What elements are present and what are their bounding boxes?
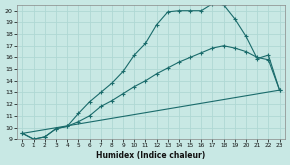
X-axis label: Humidex (Indice chaleur): Humidex (Indice chaleur) <box>96 151 206 160</box>
